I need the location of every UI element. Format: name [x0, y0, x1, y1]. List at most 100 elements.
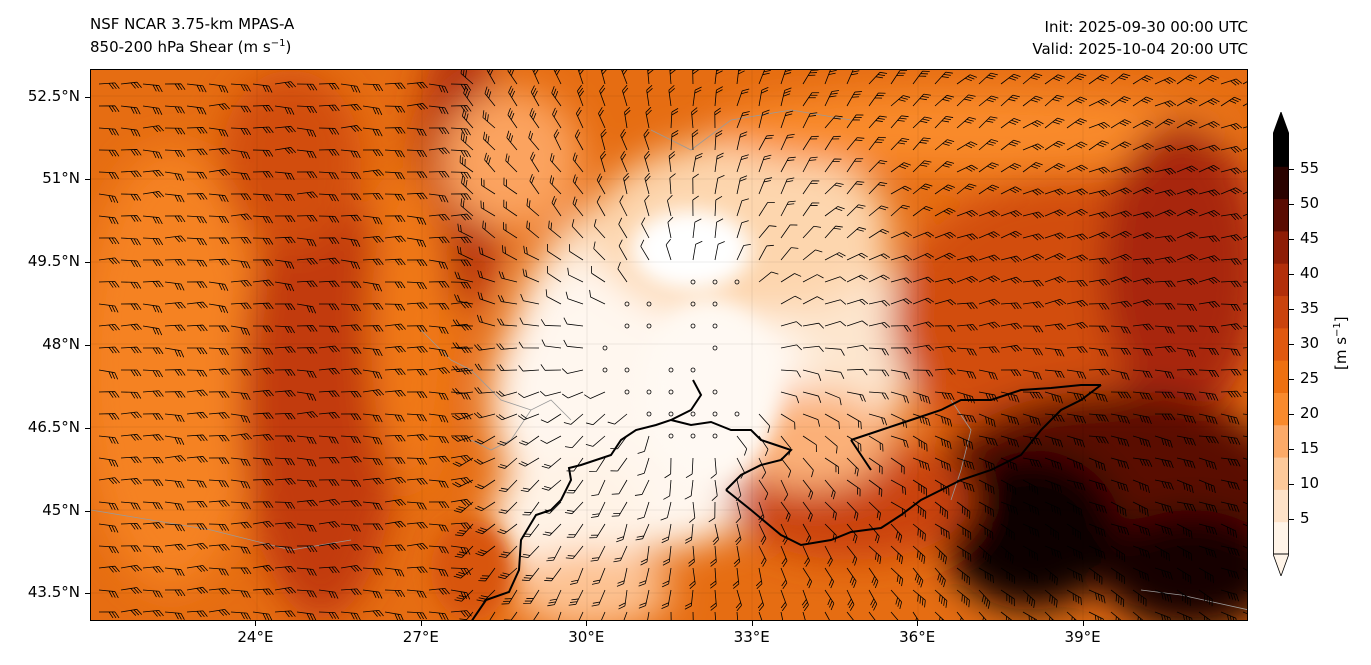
wind-barb-icon	[1000, 118, 1021, 129]
wind-barb-icon	[1022, 479, 1039, 495]
wind-barb-icon	[540, 364, 562, 371]
wind-barb-icon	[1110, 166, 1133, 174]
wind-barb-icon	[164, 391, 186, 398]
lat-tick-label: 51°N	[42, 169, 80, 188]
wind-barb-icon	[780, 200, 796, 217]
wind-barb-icon	[142, 456, 164, 464]
wind-barb-icon	[1088, 479, 1107, 492]
colorbar-tick-label: 55	[1300, 159, 1320, 177]
wind-barb-icon	[164, 455, 186, 463]
wind-barb-icon	[547, 244, 562, 261]
wind-barb-icon	[802, 180, 820, 195]
wind-barb-icon	[663, 479, 672, 500]
wind-barb-icon	[274, 259, 295, 269]
wind-barb-icon	[120, 323, 142, 331]
wind-barb-icon	[496, 364, 518, 371]
wind-barb-icon	[1066, 413, 1087, 424]
wind-barb-icon	[507, 70, 518, 85]
wind-barb-icon	[1198, 144, 1221, 152]
wind-barb-icon	[1000, 344, 1023, 352]
wind-barb-icon	[463, 86, 474, 107]
wind-barb-icon	[709, 567, 717, 589]
wind-barb-icon	[1088, 545, 1106, 560]
colorbar-segment	[1273, 327, 1289, 361]
wind-barb-icon	[846, 567, 857, 588]
wind-barb-icon	[508, 85, 518, 107]
lat-tick-label: 48°N	[42, 335, 80, 353]
wind-barb-icon	[758, 134, 774, 151]
wind-barb-icon	[1132, 232, 1155, 240]
wind-barb-icon	[384, 258, 406, 266]
wind-barb-icon	[736, 220, 749, 239]
wind-barb-icon	[1022, 95, 1043, 107]
colorbar-tick-label: 50	[1300, 194, 1320, 212]
wind-barb-icon	[1154, 369, 1175, 380]
wind-barb-icon	[802, 413, 821, 427]
wind-barb-icon	[230, 545, 251, 555]
wind-barb-icon	[890, 325, 912, 332]
wind-barb-icon	[296, 567, 317, 576]
calm-wind-icon	[602, 345, 608, 351]
wind-barb-icon	[637, 435, 650, 454]
wind-barb-icon	[802, 567, 813, 589]
wind-barb-icon	[208, 83, 229, 93]
wind-barb-icon	[1066, 96, 1088, 107]
wind-barb-icon	[274, 522, 296, 529]
wind-barb-icon	[912, 253, 934, 261]
wind-barb-icon	[1066, 435, 1085, 448]
wind-barb-icon	[565, 545, 584, 559]
calm-wind-icon	[624, 389, 630, 395]
wind-barb-icon	[1110, 413, 1130, 424]
wind-barb-icon	[230, 302, 252, 310]
wind-barb-icon	[934, 231, 957, 239]
wind-barb-icon	[98, 303, 119, 313]
wind-barb-icon	[1176, 413, 1197, 424]
wind-barb-icon	[1176, 188, 1199, 196]
wind-barb-icon	[186, 610, 208, 618]
wind-barb-icon	[230, 237, 252, 244]
wind-barb-icon	[452, 319, 474, 327]
lat-tick-mark	[85, 593, 90, 595]
colorbar-segment	[1273, 198, 1289, 232]
wind-barb-icon	[824, 545, 833, 567]
wind-barb-icon	[780, 344, 803, 351]
wind-barb-icon	[406, 434, 428, 441]
wind-barb-icon	[824, 391, 842, 406]
wind-barb-icon	[164, 235, 186, 243]
wind-barb-icon	[1066, 369, 1087, 380]
wind-barb-icon	[296, 325, 318, 332]
wind-barb-icon	[530, 151, 540, 173]
wind-barb-icon	[498, 271, 518, 283]
wind-barb-icon	[450, 412, 472, 420]
wind-barb-icon	[912, 435, 928, 452]
wind-barb-icon	[296, 411, 318, 419]
wind-barb-icon	[890, 137, 910, 151]
wind-barb-icon	[1022, 457, 1042, 468]
wind-barb-icon	[318, 215, 340, 223]
wind-barb-icon	[956, 611, 968, 620]
wind-barb-icon	[208, 500, 230, 507]
wind-barb-icon	[635, 523, 650, 541]
wind-barb-icon	[473, 412, 496, 419]
wind-barb-icon	[230, 501, 251, 510]
wind-barb-icon	[484, 152, 496, 173]
wind-barb-icon	[1154, 303, 1176, 310]
wind-barb-icon	[461, 175, 474, 195]
wind-barb-icon	[610, 435, 628, 450]
wind-barb-icon	[978, 413, 996, 428]
wind-barb-icon	[846, 158, 864, 173]
wind-barb-icon	[450, 498, 473, 506]
wind-barb-icon	[478, 567, 496, 582]
wind-barb-icon	[824, 321, 847, 327]
wind-barb-icon	[428, 523, 449, 532]
wind-barb-icon	[450, 83, 472, 91]
wind-barb-icon	[591, 479, 606, 497]
wind-barb-icon	[780, 177, 795, 195]
wind-barb-icon	[1022, 253, 1045, 261]
wind-barb-icon	[912, 206, 933, 217]
wind-barb-icon	[274, 303, 296, 311]
wind-barb-icon	[1132, 347, 1153, 356]
wind-barb-icon	[1132, 413, 1152, 425]
wind-barb-icon	[406, 171, 428, 179]
wind-barb-icon	[546, 545, 562, 562]
